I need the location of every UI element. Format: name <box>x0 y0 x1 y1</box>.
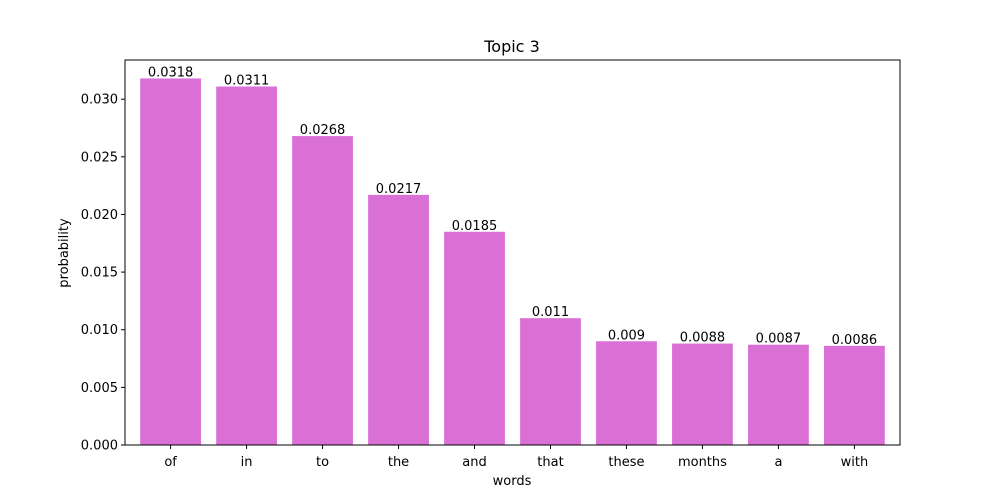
data-labels-group: 0.0318 0.0311 0.0268 0.0217 0.0185 0.011 0.009… <box>148 65 877 347</box>
chart-title: Topic 3 <box>483 37 540 56</box>
x-tick-label-in: in <box>241 455 253 470</box>
data-label-in: 0.0311 <box>224 74 270 89</box>
bar-these <box>596 341 657 445</box>
y-tick-label-3: 0.015 <box>81 266 118 281</box>
x-tick-label-that: that <box>537 455 563 470</box>
x-tick-label-these: these <box>608 455 644 470</box>
x-tick-label-the: the <box>388 455 409 470</box>
plot-frame <box>124 59 901 446</box>
bar-to <box>292 136 353 445</box>
x-axis: of in to the and that these months a with <box>164 445 868 470</box>
y-tick-label-0: 0.000 <box>81 439 118 454</box>
bar-and <box>444 231 505 445</box>
y-tick-label-6: 0.030 <box>81 93 118 108</box>
x-tick-label-with: with <box>841 455 869 470</box>
bar-with <box>824 345 885 445</box>
data-label-with: 0.0086 <box>832 333 878 348</box>
x-tick-label-and: and <box>462 455 486 470</box>
bar-of <box>140 78 201 445</box>
y-tick-label-5: 0.025 <box>81 150 118 165</box>
x-tick-label-a: a <box>774 455 782 470</box>
y-tick-label-2: 0.010 <box>81 323 118 338</box>
x-tick-label-to: to <box>316 455 329 470</box>
x-tick-label-months: months <box>678 455 727 470</box>
x-tick-label-of: of <box>164 455 177 470</box>
data-label-of: 0.0318 <box>148 65 194 80</box>
y-axis-label: probability <box>57 218 72 288</box>
y-axis: 0.000 0.005 0.010 0.015 0.020 0.025 0.030 <box>81 93 125 454</box>
bar-a <box>748 344 809 445</box>
bar-months <box>672 343 733 445</box>
bar-in <box>216 86 277 446</box>
y-tick-label-4: 0.020 <box>81 208 118 223</box>
data-label-and: 0.0185 <box>452 219 498 234</box>
data-label-to: 0.0268 <box>300 123 346 138</box>
data-label-months: 0.0088 <box>680 331 726 346</box>
x-axis-label: words <box>493 474 532 489</box>
y-tick-label-1: 0.005 <box>81 381 118 396</box>
bar-that <box>520 318 581 445</box>
data-label-that: 0.011 <box>532 305 569 320</box>
bar-the <box>368 194 429 445</box>
data-label-these: 0.009 <box>608 328 645 343</box>
data-label-a: 0.0087 <box>756 332 802 347</box>
data-label-the: 0.0217 <box>376 182 422 197</box>
bars-group <box>140 78 885 446</box>
